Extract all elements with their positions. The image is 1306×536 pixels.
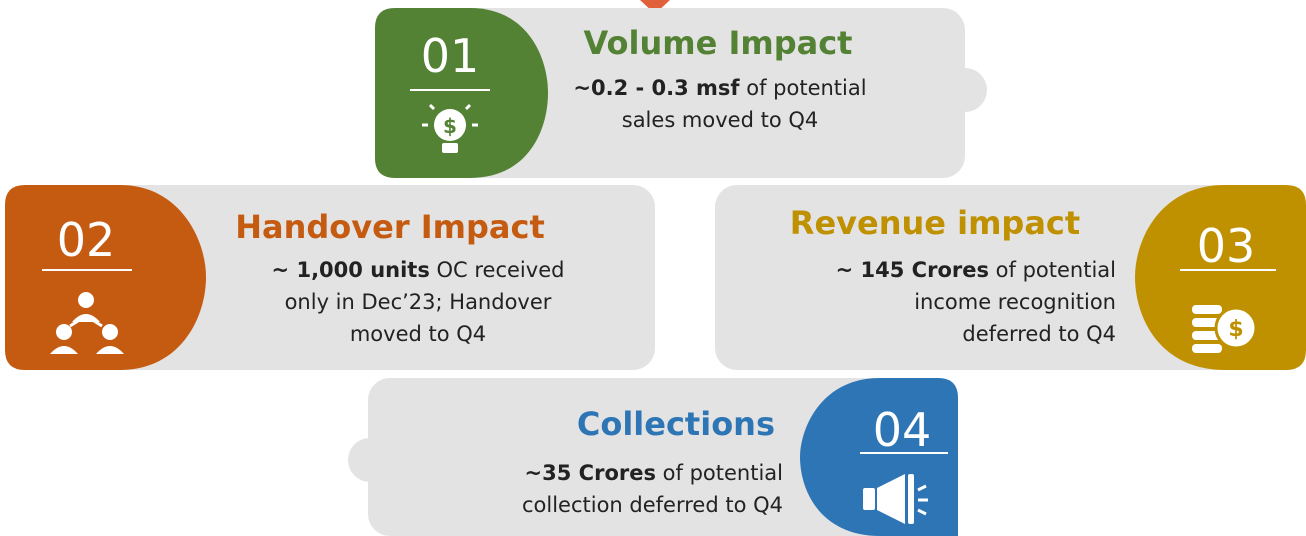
card-text: ~ 145 Crores of potential (836, 258, 1116, 282)
card-text: ~35 Crores of potential (525, 461, 783, 485)
icon-bulb: $ (422, 103, 478, 153)
card-text: moved to Q4 (350, 322, 486, 346)
card-title: Revenue impact (790, 204, 1080, 242)
bold-text: ~0.2 - 0.3 msf (573, 76, 740, 100)
badge (800, 378, 958, 536)
card-text: ~0.2 - 0.3 msf of potential (573, 76, 866, 100)
text-run: collection deferred to Q4 (522, 493, 783, 517)
card-title: Volume Impact (584, 24, 853, 62)
top-arrow (640, 0, 670, 14)
icon-coins: $ (1192, 305, 1258, 353)
card-title: Handover Impact (235, 208, 545, 246)
text-run: moved to Q4 (350, 322, 486, 346)
text-run: of potential (989, 258, 1116, 282)
panel-knob (348, 438, 392, 482)
card-number: 03 (1197, 219, 1256, 273)
icon-people (50, 292, 124, 354)
card-number: 01 (421, 29, 480, 83)
card-number: 02 (57, 213, 116, 267)
bold-text: ~ 1,000 units (272, 258, 430, 282)
card-text: sales moved to Q4 (622, 108, 819, 132)
card-text: collection deferred to Q4 (522, 493, 783, 517)
card-text: deferred to Q4 (962, 322, 1116, 346)
bold-text: ~ 145 Crores (836, 258, 989, 282)
panel-knob (943, 68, 987, 112)
text-run: of potential (740, 76, 867, 100)
card-text: income recognition (914, 290, 1116, 314)
text-run: deferred to Q4 (962, 322, 1116, 346)
card-text: ~ 1,000 units OC received (272, 258, 565, 282)
text-run: OC received (430, 258, 565, 282)
text-run: income recognition (914, 290, 1116, 314)
text-run: only in Dec’23; Handover (285, 290, 552, 314)
badge (5, 185, 206, 370)
icon-megaphone (863, 474, 928, 524)
text-run: of potential (656, 461, 783, 485)
svg-text:$: $ (1228, 317, 1243, 342)
badge (375, 8, 548, 178)
badge (1135, 185, 1306, 370)
svg-text:$: $ (443, 114, 457, 138)
card-number: 04 (873, 403, 932, 457)
card-title: Collections (577, 405, 775, 443)
card-text: only in Dec’23; Handover (285, 290, 552, 314)
text-run: sales moved to Q4 (622, 108, 819, 132)
bold-text: ~35 Crores (525, 461, 656, 485)
